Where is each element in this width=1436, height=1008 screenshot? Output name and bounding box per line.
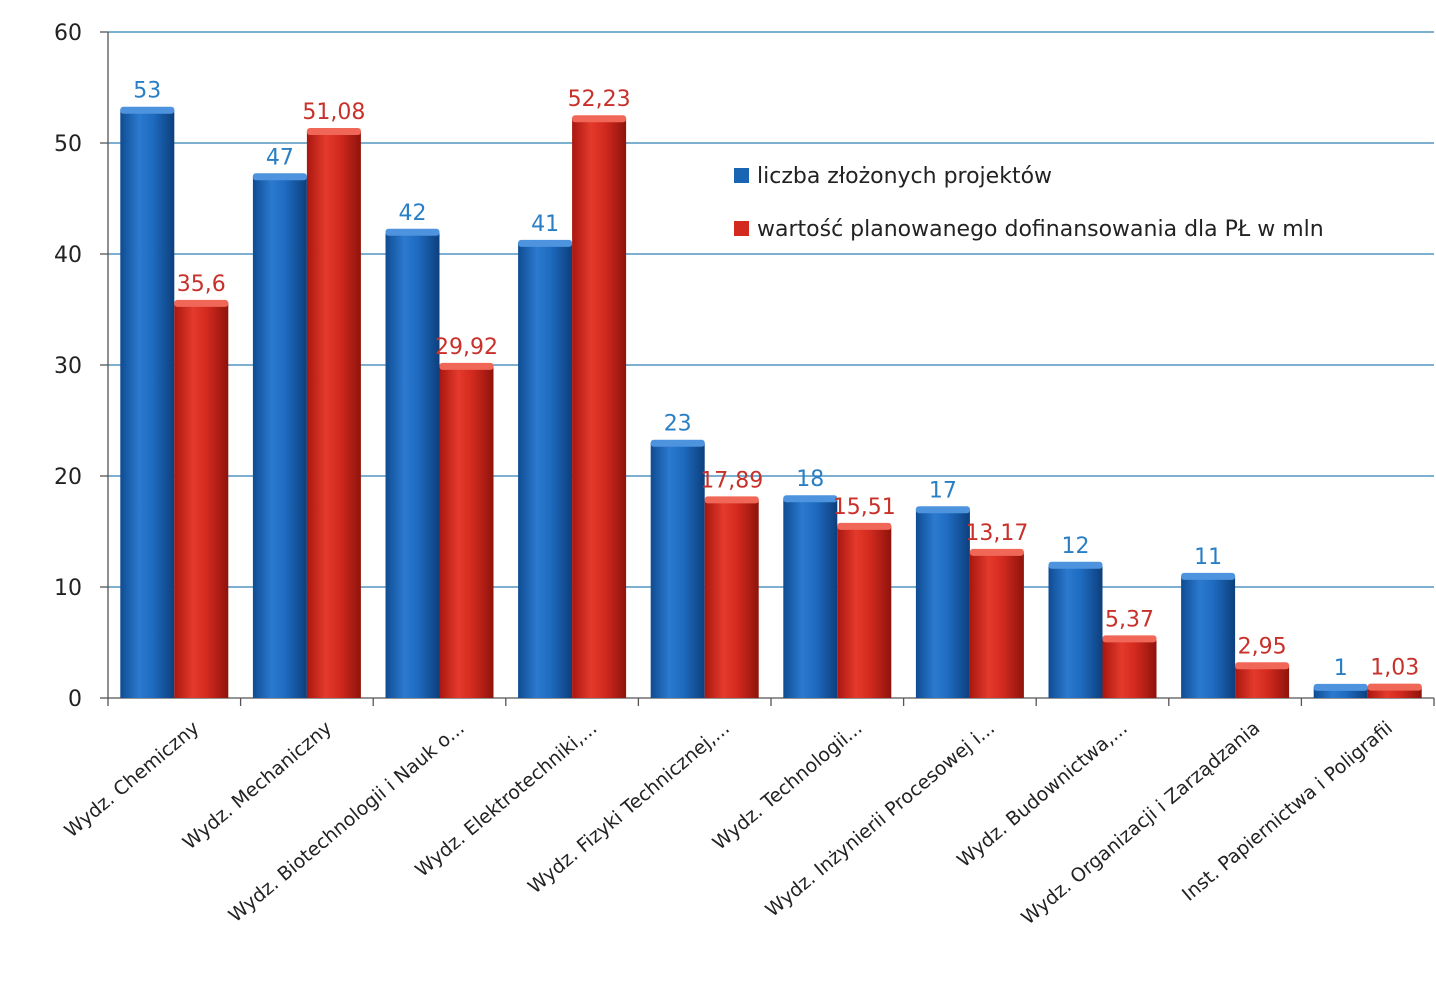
- bar-funding: [837, 525, 892, 698]
- bar-projects: [1048, 564, 1103, 698]
- bar-projects: [1181, 575, 1236, 698]
- bar-funding: [439, 365, 494, 698]
- category-label: Wydz. Technologii...: [709, 717, 867, 854]
- bar-top-bevel: [704, 496, 759, 504]
- bar-projects: [385, 231, 440, 699]
- bar-funding: [1367, 686, 1422, 698]
- legend-label-series-1: liczba złożonych projektów: [757, 164, 1052, 189]
- bars: [120, 106, 1422, 699]
- category-label: Wydz. Inżynierii Procesowej i...: [761, 717, 999, 921]
- bar-projects: [650, 442, 705, 698]
- bar-projects: [252, 176, 307, 699]
- bar-top-bevel: [1048, 561, 1103, 569]
- y-tick-label: 60: [54, 21, 82, 46]
- y-tick-label: 10: [54, 576, 82, 601]
- bar-projects: [915, 509, 970, 698]
- data-label: 42: [399, 201, 427, 226]
- data-labels: 53 35,6 47 51,08 42 29,92 41 52,23 23 17,89 18 15,5…: [133, 79, 1419, 681]
- bar-top-bevel: [650, 439, 705, 447]
- bar-top-bevel: [1102, 635, 1157, 643]
- bar-top-bevel: [1313, 683, 1368, 691]
- data-label: 2,95: [1238, 634, 1287, 659]
- bar-funding: [1235, 665, 1290, 698]
- data-label: 53: [133, 79, 161, 104]
- axes: 0 10 20 30 40 50 60: [54, 21, 1435, 712]
- bar-top-bevel: [1367, 683, 1422, 691]
- bar-projects: [120, 109, 175, 698]
- data-label: 41: [531, 212, 559, 237]
- bar-top-bevel: [439, 362, 494, 370]
- category-label: Inst. Papiernictwa i Poligrafii: [1178, 717, 1397, 906]
- bar-funding: [174, 302, 229, 698]
- y-tick-label: 50: [54, 132, 82, 157]
- data-label: 35,6: [177, 272, 226, 297]
- data-label: 47: [266, 145, 294, 170]
- data-label: 15,51: [833, 495, 896, 520]
- data-label: 1,03: [1370, 656, 1419, 681]
- y-tick-label: 20: [54, 465, 82, 490]
- bar-funding: [1102, 638, 1157, 698]
- bar-top-bevel: [915, 506, 970, 514]
- bar-top-bevel: [1235, 662, 1290, 670]
- y-tick-label: 30: [54, 354, 82, 379]
- bar-funding: [969, 551, 1024, 698]
- data-label: 29,92: [435, 335, 498, 360]
- data-label: 23: [664, 412, 692, 437]
- y-tick-label: 0: [68, 687, 82, 712]
- legend-label-series-2: wartość planowanego dofinansowania dla P…: [757, 217, 1324, 242]
- y-tick-label: 40: [54, 243, 82, 268]
- legend-swatch-series-2: [734, 221, 749, 236]
- bar-top-bevel: [252, 173, 307, 181]
- data-label: 13,17: [965, 521, 1028, 546]
- category-label: Wydz. Organizacji i Zarządzania: [1017, 717, 1264, 929]
- legend-swatch-series-1: [734, 168, 749, 183]
- bar-funding: [306, 131, 361, 699]
- bar-top-bevel: [120, 106, 175, 114]
- bar-top-bevel: [783, 495, 838, 503]
- data-label: 1: [1334, 656, 1348, 681]
- bar-projects: [1313, 686, 1368, 698]
- bar-top-bevel: [385, 228, 440, 236]
- data-label: 11: [1194, 545, 1222, 570]
- bar-top-bevel: [837, 522, 892, 530]
- legend: liczba złożonych projektów wartość plano…: [734, 164, 1324, 242]
- category-label: Wydz. Mechaniczny: [179, 717, 336, 854]
- category-label: Wydz. Biotechnologii i Nauk o...: [225, 717, 469, 927]
- bar-projects: [783, 498, 838, 698]
- data-label: 18: [796, 467, 824, 492]
- data-label: 17: [929, 478, 957, 503]
- bar-funding: [704, 499, 759, 698]
- data-label: 52,23: [568, 87, 631, 112]
- data-label: 17,89: [700, 468, 763, 493]
- bar-projects: [518, 242, 573, 698]
- bar-top-bevel: [174, 299, 229, 307]
- data-label: 5,37: [1105, 607, 1154, 632]
- bar-funding: [572, 118, 627, 698]
- bar-top-bevel: [518, 239, 573, 247]
- data-label: 51,08: [302, 100, 365, 125]
- category-label: Wydz. Chemiczny: [60, 717, 203, 842]
- data-label: 12: [1062, 534, 1090, 559]
- bar-top-bevel: [306, 128, 361, 136]
- bar-top-bevel: [969, 548, 1024, 556]
- bar-top-bevel: [1181, 572, 1236, 580]
- bar-top-bevel: [572, 115, 627, 123]
